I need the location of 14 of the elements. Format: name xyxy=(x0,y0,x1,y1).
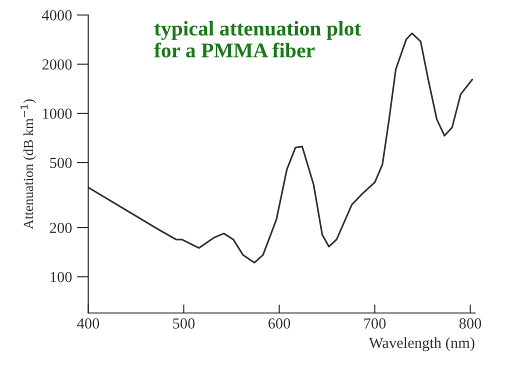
x-tick-label: 700 xyxy=(364,318,386,329)
y-tick-label: 500 xyxy=(50,158,72,168)
y-tick-label: 2000 xyxy=(42,59,72,70)
y-axis-title: Attenuation (dB km$^{−1}$) xyxy=(20,99,36,230)
x-tick-label: 800 xyxy=(459,318,482,329)
text: typical attenuation plot for a PMMA fiber xyxy=(154,20,362,58)
y-tick-label: 100 xyxy=(50,272,72,282)
y-tick-label: 4000 xyxy=(42,10,72,20)
y-tick-label: 1000 xyxy=(43,108,72,119)
x-tick-label: 500 xyxy=(173,318,195,329)
y-tick-label: 200 xyxy=(50,222,72,234)
x-tick-label: 400 xyxy=(77,318,100,329)
x-tick-label: 600 xyxy=(268,318,290,329)
x-axis-title: Wavelength (nm) xyxy=(368,337,474,352)
